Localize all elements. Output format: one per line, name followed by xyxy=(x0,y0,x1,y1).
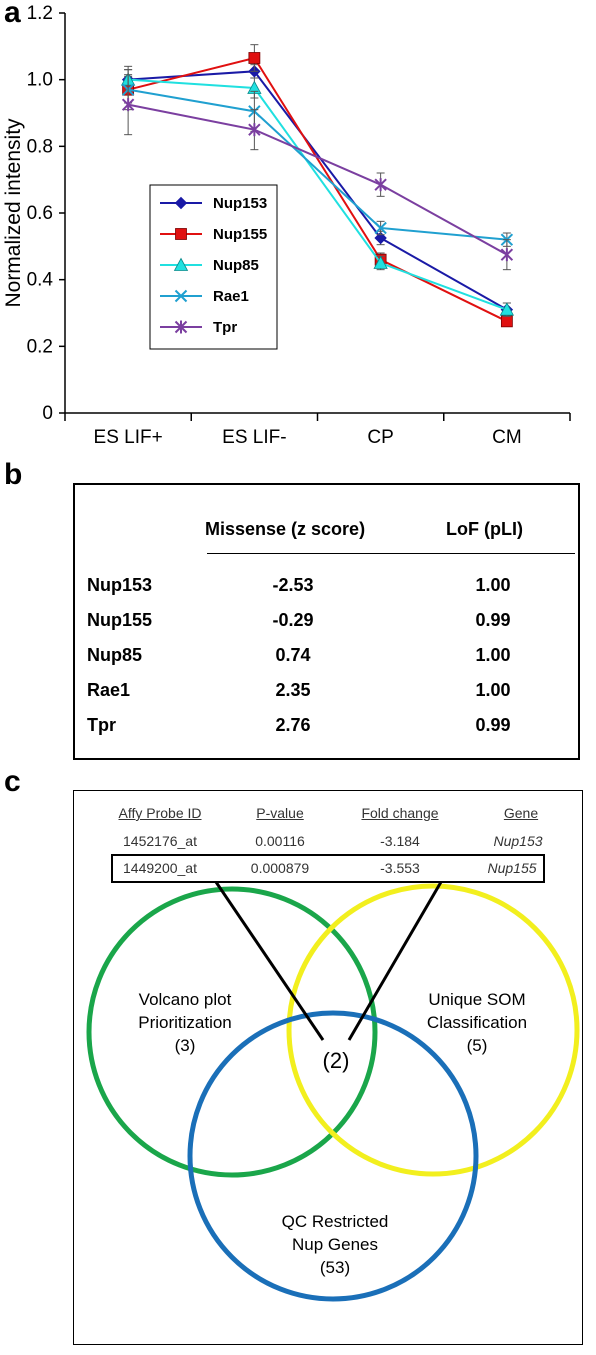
probe-row1-fold: -3.184 xyxy=(380,833,420,849)
legend-label-tpr: Tpr xyxy=(213,319,237,336)
row-missense-nup153: -2.53 xyxy=(272,575,314,595)
row-missense-rae1: 2.35 xyxy=(275,680,311,700)
venn-label-som-line1: Unique SOM xyxy=(428,990,526,1009)
venn-overlap-count: (2) xyxy=(322,1048,350,1073)
data-point-tpr xyxy=(248,123,261,137)
legend-marker-nup155 xyxy=(175,228,187,240)
row-gene-rae1: Rae1 xyxy=(87,680,131,700)
data-point-tpr xyxy=(121,98,135,112)
y-tick-label: 0.4 xyxy=(27,270,54,291)
data-point-nup155 xyxy=(500,315,513,328)
row-lof-nup85: 1.00 xyxy=(475,645,511,665)
row-lof-tpr: 0.99 xyxy=(475,715,511,735)
data-point-nup85 xyxy=(499,302,515,316)
probe-header-pvalue: P-value xyxy=(256,805,304,821)
row-missense-tpr: 2.76 xyxy=(275,715,311,735)
x-tick-label: CP xyxy=(367,427,393,448)
y-tick-label: 1.2 xyxy=(27,3,53,24)
y-tick-label: 0 xyxy=(42,403,53,424)
venn-label-volcano: Volcano plot Prioritization (3) xyxy=(138,988,232,1057)
row-gene-tpr: Tpr xyxy=(87,715,116,735)
legend-marker-nup153 xyxy=(174,196,188,210)
row-gene-nup85: Nup85 xyxy=(87,645,143,665)
series-line-nup155 xyxy=(127,56,508,323)
data-point-tpr xyxy=(374,178,387,192)
probe-row2-fold: -3.553 xyxy=(380,860,420,876)
venn-label-volcano-line1: Volcano plot xyxy=(138,990,232,1009)
probe-header-id: Affy Probe ID xyxy=(118,805,202,821)
row-missense-nup85: 0.74 xyxy=(275,645,311,665)
legend-label-nup155: Nup155 xyxy=(213,226,267,243)
data-point-nup85 xyxy=(373,255,388,269)
venn-label-qc-line2: Nup Genes xyxy=(292,1235,378,1254)
y-axis-label: Normalized intensity xyxy=(2,118,25,308)
venn-label-som-count: (5) xyxy=(466,1036,488,1055)
data-point-nup155 xyxy=(248,52,261,64)
legend-box xyxy=(149,184,278,350)
legend-label-rae1: Rae1 xyxy=(213,288,249,305)
probe-row1-gene: Nup153 xyxy=(493,833,543,849)
constraint-table: Missense (z score) LoF (pLI) Nup153 -2.5… xyxy=(73,483,580,760)
header-lof: LoF (pLI) xyxy=(446,519,523,539)
probe-row2-gene: Nup155 xyxy=(487,860,537,876)
venn-label-qc-count: (53) xyxy=(319,1258,351,1277)
row-lof-rae1: 1.00 xyxy=(475,680,511,700)
data-point-tpr xyxy=(500,248,514,262)
probe-row1-pvalue: 0.00116 xyxy=(255,833,305,849)
row-gene-nup155: Nup155 xyxy=(87,610,153,630)
probe-row2-id: 1449200_at xyxy=(123,860,197,876)
highlighted-probe-row xyxy=(111,854,545,883)
line-chart: 0 0.2 0.4 0.6 0.8 1.0 1.2 ES LIF+ ES LIF- CP CM Nor… xyxy=(2,3,571,448)
probe-header-fold: Fold change xyxy=(361,805,439,821)
panel-c-letter: c xyxy=(4,765,21,798)
legend-marker-tpr xyxy=(174,320,188,334)
venn-label-qc: QC Restricted Nup Genes (53) xyxy=(282,1210,389,1279)
venn-label-volcano-count: (3) xyxy=(174,1036,196,1055)
series-line-tpr xyxy=(127,103,508,256)
row-gene-nup153: Nup153 xyxy=(87,575,153,595)
header-rule xyxy=(207,553,575,554)
probe-row2-pvalue: 0.000879 xyxy=(250,860,310,876)
data-point-nup153 xyxy=(374,231,387,245)
legend-label-nup153: Nup153 xyxy=(213,195,267,212)
row-lof-nup153: 1.00 xyxy=(475,575,511,595)
legend-marker-nup85 xyxy=(173,257,189,271)
x-tick-label: CM xyxy=(492,427,522,448)
panel-b-letter: b xyxy=(4,458,23,491)
row-lof-nup155: 0.99 xyxy=(475,610,511,630)
legend-marker-rae1 xyxy=(174,289,188,303)
legend-label-nup85: Nup85 xyxy=(213,257,259,274)
venn-panel xyxy=(73,790,583,1345)
venn-label-qc-line1: QC Restricted xyxy=(281,1212,389,1231)
y-tick-label: 1.0 xyxy=(27,70,53,91)
series-line-nup153 xyxy=(128,70,508,311)
venn-label-som: Unique SOM Classification (5) xyxy=(427,988,527,1057)
probe-row1-id: 1452176_at xyxy=(123,833,197,849)
row-missense-nup155: -0.29 xyxy=(272,610,314,630)
x-tick-label: ES LIF- xyxy=(222,427,286,448)
probe-header-gene: Gene xyxy=(503,805,539,821)
series-line-rae1 xyxy=(127,88,507,241)
series-line-nup85 xyxy=(128,78,508,311)
y-tick-label: 0.2 xyxy=(27,336,53,357)
x-tick-label: ES LIF+ xyxy=(94,427,163,448)
header-missense: Missense (z score) xyxy=(205,519,366,539)
panel-a-letter: a xyxy=(4,0,21,29)
venn-label-volcano-line2: Prioritization xyxy=(138,1013,232,1032)
data-point-rae1 xyxy=(374,221,387,235)
y-tick-label: 0.6 xyxy=(27,203,53,224)
y-tick-label: 0.8 xyxy=(27,136,53,157)
venn-label-som-line2: Classification xyxy=(426,1013,528,1032)
